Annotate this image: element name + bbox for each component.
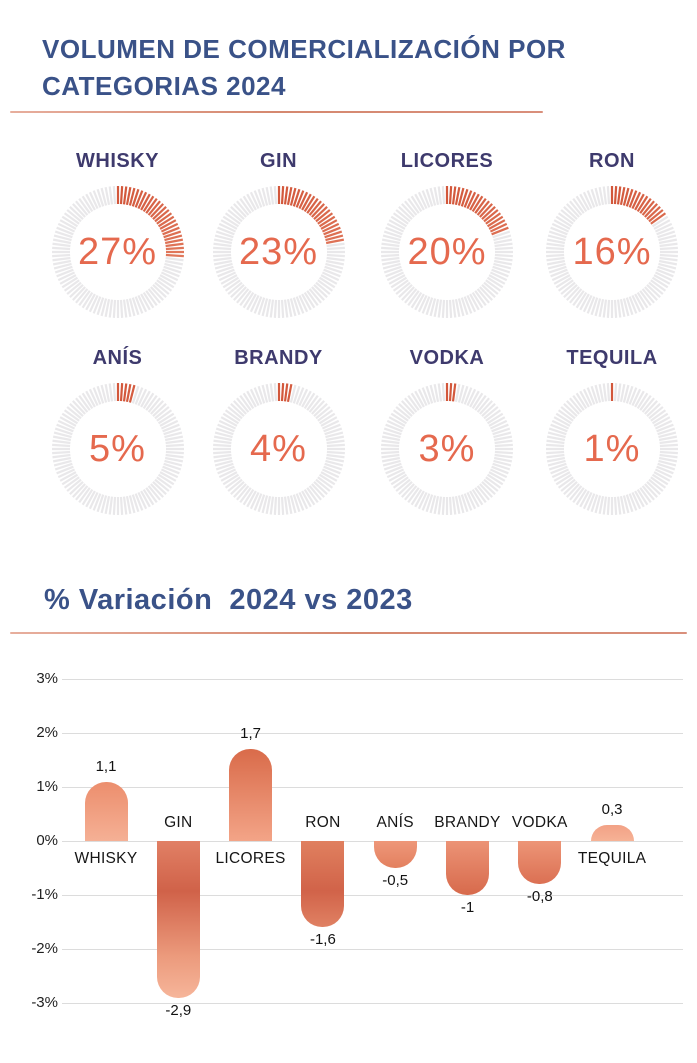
gridline-2% — [62, 733, 683, 734]
gridline--1% — [62, 895, 683, 896]
gridline-1% — [62, 787, 683, 788]
y-axis-tick-label: -3% — [31, 994, 58, 1011]
bar-licores — [229, 749, 273, 841]
variation-section-title: % Variación 2024 vs 2023 — [44, 584, 413, 617]
y-axis-tick-label: -1% — [31, 886, 58, 903]
donut-ticks-svg — [51, 383, 184, 515]
donut-ticks-svg — [546, 383, 678, 515]
bar-category-label: TEQUILA — [577, 850, 647, 867]
bar-category-label: ANÍS — [376, 814, 414, 831]
donut-gauge: 16% — [543, 183, 681, 321]
gridline-3% — [62, 679, 683, 680]
gauge-value: 20% — [407, 230, 487, 273]
bar-value-label: 1,1 — [95, 757, 117, 775]
gridline--3% — [62, 1003, 683, 1004]
donut-gauge: 4% — [210, 380, 348, 518]
bar-category-label: VODKA — [511, 814, 568, 831]
bar-vodka — [518, 841, 562, 885]
gauge-value: 27% — [77, 230, 158, 273]
top-divider-line — [10, 111, 543, 113]
gauge-value: 5% — [89, 427, 146, 470]
gauge-label: TEQUILA — [566, 347, 658, 369]
bar-anís — [373, 841, 417, 868]
gauge-vodka: VODKA 3% — [362, 347, 532, 518]
bar-gin — [156, 841, 200, 998]
gauge-tequila: TEQUILA 1% — [532, 347, 692, 518]
gauge-label: VODKA — [409, 347, 485, 369]
bar-whisky — [84, 781, 128, 841]
bar-value-label: 0,3 — [601, 800, 623, 818]
gridline--2% — [62, 949, 683, 950]
donut-ticks-svg — [381, 383, 513, 515]
bar-category-label: WHISKY — [74, 850, 138, 867]
donut-gauge: 23% — [210, 183, 348, 321]
gauge-value: 4% — [250, 427, 307, 470]
y-axis-tick-label: 1% — [36, 778, 58, 795]
bar-value-label: -0,5 — [382, 872, 409, 889]
bar-tequila — [590, 824, 634, 841]
donut-ticks-svg — [381, 186, 513, 318]
gauge-label: RON — [589, 150, 635, 172]
donut-ticks-svg — [546, 186, 678, 318]
donut-gauge: 20% — [378, 183, 516, 321]
donut-gauge: 27% — [49, 183, 187, 321]
bar-category-label: BRANDY — [434, 814, 501, 831]
gauge-licores: LICORES 20% — [362, 150, 532, 321]
gauge-label: BRANDY — [234, 347, 323, 369]
gauge-value: 3% — [418, 427, 476, 470]
gauge-brandy: BRANDY 4% — [195, 347, 362, 518]
donut-gauge: 3% — [378, 380, 516, 518]
gauge-label: GIN — [259, 150, 298, 172]
y-axis-tick-label: -2% — [31, 940, 58, 957]
bar-value-label: -2,9 — [165, 1001, 192, 1019]
gauge-grid: WHISKY 27% GIN 23% LICORES 20% RON 16% ANÍS 5% BRA… — [40, 150, 692, 518]
donut-gauge: 5% — [49, 380, 187, 518]
y-axis-tick-label: 2% — [36, 724, 58, 741]
bar-category-label: GIN — [164, 814, 193, 831]
bottom-divider-line — [10, 632, 687, 634]
donut-ticks-svg — [51, 186, 184, 318]
page-title: VOLUMEN DE COMERCIALIZACIÓN POR CATEGORI… — [42, 34, 566, 102]
donut-gauge: 1% — [543, 380, 681, 518]
bar-category-label: RON — [305, 814, 341, 831]
donut-ticks-svg — [212, 383, 345, 515]
bar-value-label: -0,8 — [526, 888, 553, 906]
gauge-anís: ANÍS 5% — [40, 347, 195, 518]
gauge-value: 23% — [238, 230, 319, 273]
bar-category-label: LICORES — [215, 850, 286, 867]
bar-value-label: 1,7 — [240, 725, 262, 743]
gauge-whisky: WHISKY 27% — [40, 150, 195, 321]
bar-brandy — [446, 841, 489, 895]
gauge-value: 1% — [583, 427, 641, 470]
gauge-label: LICORES — [400, 150, 494, 172]
gauge-gin: GIN 23% — [195, 150, 362, 321]
donut-ticks-svg — [212, 186, 345, 318]
bar-value-label: -1,6 — [309, 931, 336, 949]
gauge-label: WHISKY — [76, 150, 159, 172]
gauge-value: 16% — [572, 230, 652, 273]
y-axis-tick-label: 3% — [36, 670, 58, 687]
y-axis-tick-label: 0% — [36, 832, 58, 849]
gauge-ron: RON 16% — [532, 150, 692, 321]
variation-bar-chart: 3% 2% 1% 0% -1% -2% -3% 1,1 WHISKY -2,9 GIN 1,7 LICO… — [0, 660, 697, 1063]
gauge-label: ANÍS — [92, 347, 143, 369]
bar-value-label: -1 — [460, 899, 475, 916]
bar-ron — [301, 841, 345, 928]
gridline-0% — [62, 841, 683, 842]
